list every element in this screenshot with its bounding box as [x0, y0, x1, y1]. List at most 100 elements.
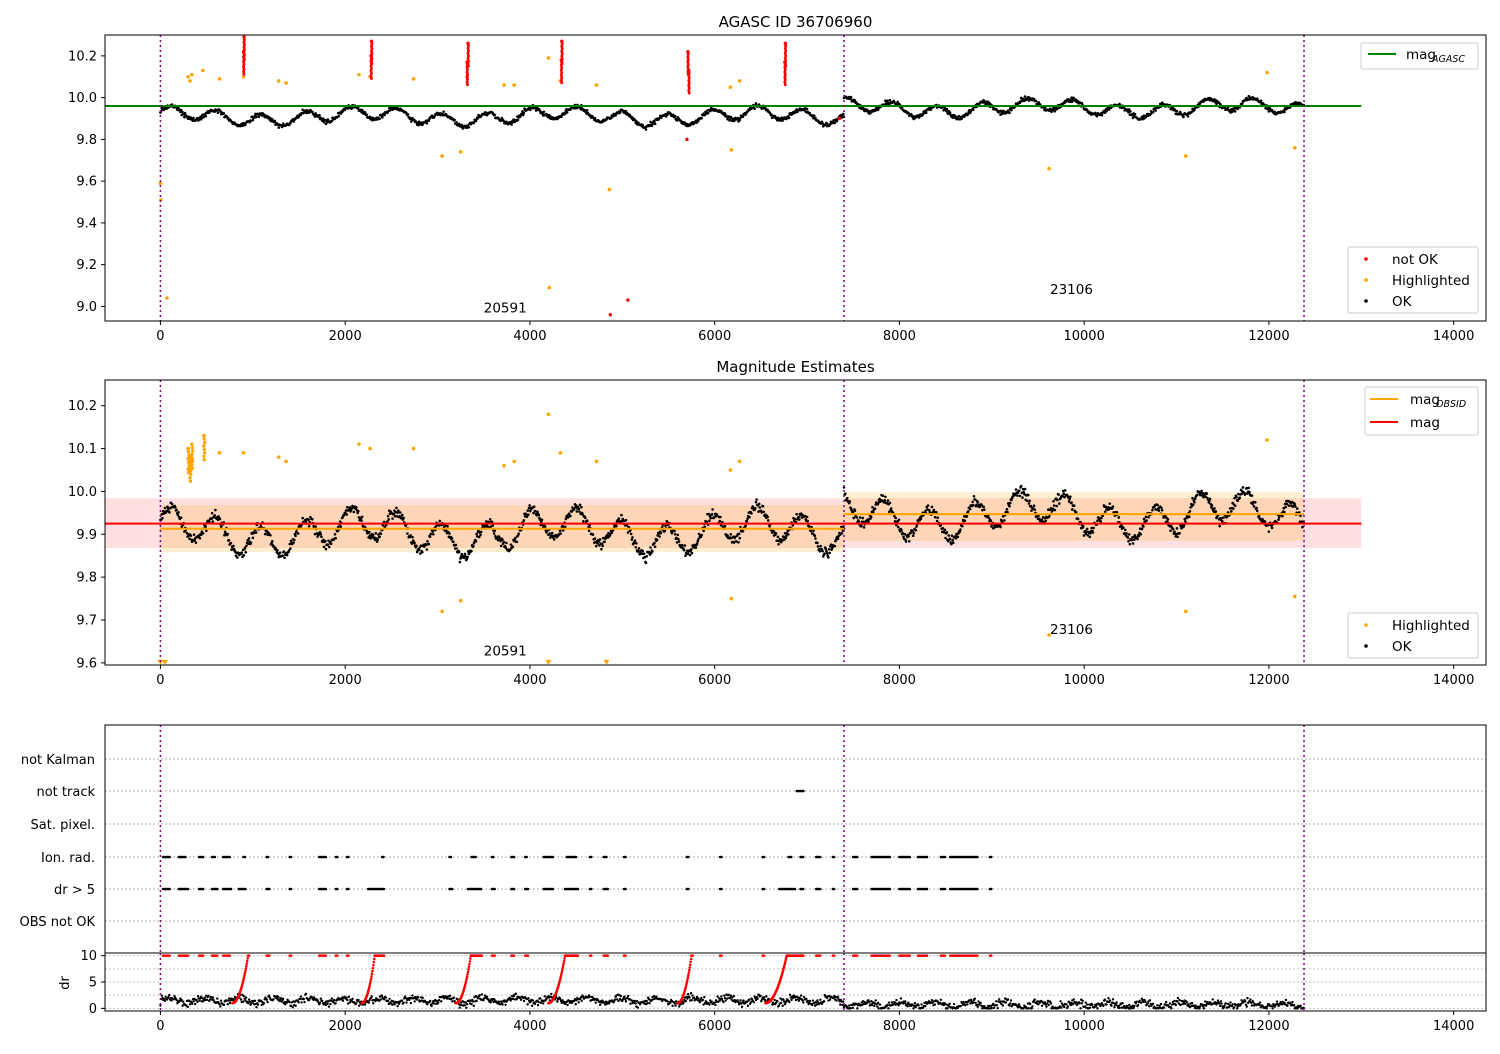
highlighted-point [459, 150, 463, 154]
not-ok-point [243, 41, 246, 44]
flag-point [889, 856, 892, 859]
ok-point [551, 532, 554, 535]
ok-point [426, 548, 429, 551]
dr-point [674, 1002, 676, 1004]
ok-point [1284, 506, 1287, 509]
ok-point [1253, 505, 1256, 508]
ok-point [1281, 515, 1284, 518]
dr-point [319, 1002, 321, 1004]
ok-point [788, 117, 791, 120]
ok-point [931, 506, 934, 509]
ok-point [812, 529, 815, 532]
ok-point [860, 524, 863, 527]
dr-point [226, 1003, 228, 1005]
ok-point [837, 537, 840, 540]
dr-point [329, 1003, 331, 1005]
ok-point [766, 516, 769, 519]
ok-point [936, 520, 939, 523]
ok-point [448, 532, 451, 535]
not-ok-point [784, 49, 787, 52]
ok-point [595, 545, 598, 548]
dr-point [371, 995, 373, 997]
ok-point [813, 114, 816, 117]
ok-point [1293, 503, 1296, 506]
dr-point [255, 1006, 257, 1008]
ok-point [1122, 526, 1125, 529]
ok-point [834, 545, 837, 548]
dr-point [401, 999, 403, 1001]
dr-point [187, 1006, 189, 1008]
not-ok-point [688, 82, 691, 85]
obsid-annotation: 23106 [1050, 282, 1093, 298]
ok-point [459, 561, 462, 564]
not-ok-point [686, 65, 689, 68]
flag-point [908, 856, 911, 859]
flag-point [908, 888, 911, 891]
y-tick-label: 10.1 [68, 442, 97, 457]
ok-point [944, 529, 947, 532]
ok-point [625, 519, 628, 522]
flag-point [819, 856, 822, 859]
ok-point [1189, 510, 1192, 513]
ok-point [566, 111, 569, 114]
ok-point [645, 555, 648, 558]
dr-point [515, 993, 517, 995]
legend-marker [1364, 644, 1368, 648]
dr-point [682, 1001, 684, 1003]
dr-point [671, 1005, 673, 1007]
dr-point [266, 1001, 268, 1003]
highlighted-point [1293, 595, 1297, 599]
ok-point [184, 112, 187, 115]
ok-point [192, 117, 195, 120]
dr-point [299, 998, 301, 1000]
ok-point [1242, 486, 1245, 489]
flag-point [926, 888, 929, 891]
dr-point [538, 1001, 540, 1003]
not-ok-point [560, 45, 563, 48]
ok-point [1283, 111, 1286, 114]
ok-point [758, 503, 761, 506]
x-tick-label: 8000 [883, 329, 916, 344]
not-ok-point [242, 65, 245, 68]
obsid-annotation: 20591 [484, 644, 527, 660]
ok-point [505, 542, 508, 545]
ok-point [967, 510, 970, 513]
ok-point [345, 513, 348, 516]
ok-point [1053, 110, 1056, 113]
ok-point [631, 536, 634, 539]
ok-point [452, 540, 455, 543]
x-tick-label: 14000 [1433, 329, 1474, 344]
flag-label: not Kalman [21, 753, 95, 768]
ok-point [431, 530, 434, 533]
ok-point [642, 124, 645, 127]
not-ok-point [243, 46, 246, 49]
ok-point [620, 514, 623, 517]
flag-point [228, 856, 231, 859]
highlighted-point [186, 75, 190, 79]
dr-point [646, 1002, 648, 1004]
ok-point [1064, 489, 1067, 492]
not-ok-point [688, 92, 691, 95]
dr-point [220, 1000, 222, 1002]
highlighted-point [595, 460, 599, 464]
highlighted-point [1265, 438, 1269, 442]
highlighted-point [242, 451, 246, 455]
ok-point [588, 529, 591, 532]
ok-point [372, 533, 375, 536]
dr-point [194, 1003, 196, 1005]
flag-point [230, 888, 233, 891]
ok-point [1182, 116, 1185, 119]
ok-point [193, 533, 196, 536]
legend-marker [1364, 623, 1368, 627]
ok-point [387, 515, 390, 518]
dr-point [328, 1005, 330, 1007]
dr-point [486, 996, 488, 998]
dr-point [478, 994, 480, 996]
ok-point [1044, 519, 1047, 522]
flag-point [267, 856, 270, 859]
ok-point [1104, 510, 1107, 513]
flag-point [213, 856, 216, 859]
dr-point [566, 1004, 568, 1006]
highlighted-point [165, 296, 169, 300]
not-ok-point [466, 78, 469, 81]
